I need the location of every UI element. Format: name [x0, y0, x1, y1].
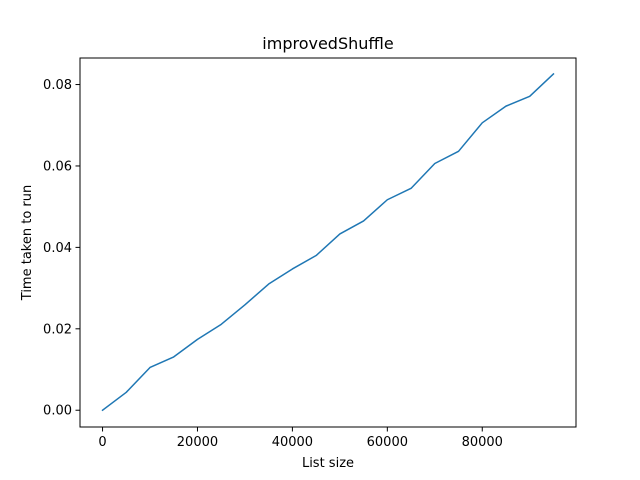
x-tick-label: 20000: [177, 435, 218, 450]
y-axis-ticks: 0.00 0.02 0.04 0.06 0.08: [43, 78, 80, 419]
series-line: [101, 72, 555, 412]
y-axis-label: Time taken to run: [20, 185, 35, 301]
series-layer: [101, 72, 555, 412]
chart-title: improvedShuffle: [262, 34, 393, 53]
x-tick-label: 80000: [462, 435, 503, 450]
plot-area-frame: [79, 57, 577, 428]
y-tick-label: 0.04: [43, 241, 72, 256]
x-tick-label: 40000: [272, 435, 313, 450]
y-tick-label: 0.06: [43, 159, 72, 174]
x-tick-label: 0: [98, 435, 106, 450]
x-axis-label: List size: [302, 456, 354, 471]
y-tick-label: 0.02: [43, 322, 72, 337]
x-axis-ticks: 0 20000 40000 60000 80000: [98, 427, 503, 450]
x-tick-label: 60000: [367, 435, 408, 450]
y-tick-label: 0.08: [43, 78, 72, 93]
y-tick-label: 0.00: [43, 404, 72, 419]
